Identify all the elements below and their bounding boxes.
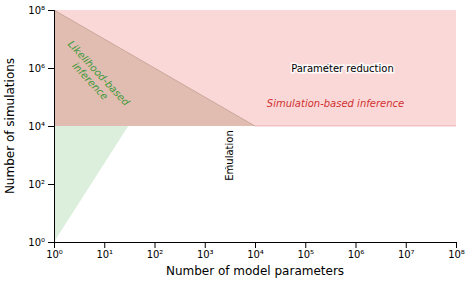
axis-line — [55, 243, 457, 249]
marks — [54, 10, 456, 242]
axis-line — [48, 11, 55, 243]
tick-mark — [48, 68, 54, 69]
tick: 10⁵ — [297, 242, 314, 260]
tick-mark — [48, 184, 54, 185]
tick: 10⁰ — [28, 237, 54, 248]
tick: 10¹ — [96, 242, 113, 260]
tick: 10⁸ — [448, 242, 465, 260]
tick-label: 10⁴ — [28, 121, 45, 132]
tick: 10⁰ — [46, 242, 63, 260]
annotation-line: Emulation — [223, 130, 234, 180]
tick-label: 10⁶ — [28, 63, 45, 74]
tick: 10⁶ — [28, 63, 54, 74]
tick-label: 10⁶ — [348, 249, 365, 260]
annotation-line: Parameter reduction — [291, 63, 394, 74]
annotation: Emulation — [223, 130, 234, 180]
tick-mark — [406, 242, 407, 248]
tick-mark — [255, 242, 256, 248]
annotation-line: Simulation-based inference — [267, 98, 404, 109]
boundary-line — [255, 126, 456, 127]
tick-mark — [48, 126, 54, 127]
y-axis-title: Number of simulations — [3, 58, 17, 194]
annotation: Simulation-based inference — [267, 98, 404, 109]
tick-label: 10² — [147, 249, 164, 260]
tick-mark — [48, 242, 54, 243]
tick: 10⁶ — [348, 242, 365, 260]
x-axis-title: Number of model parameters — [166, 264, 344, 278]
annotation-line: Likelihood-based — [66, 38, 132, 108]
tick: 10⁴ — [28, 121, 54, 132]
region — [54, 10, 456, 126]
tick: 10⁸ — [28, 5, 54, 16]
tick-mark — [155, 242, 156, 248]
tick: 10⁷ — [398, 242, 415, 260]
region — [54, 126, 128, 242]
annotation: Likelihood-basedinference — [58, 38, 133, 116]
tick: 10² — [28, 179, 54, 190]
annotations: Likelihood-basedinference Simulation-base… — [58, 38, 404, 181]
tick-label: 10⁵ — [297, 249, 314, 260]
tick: 10³ — [197, 242, 214, 260]
tick-label: 10⁰ — [46, 249, 63, 260]
tick-mark — [356, 242, 357, 248]
plot: 10⁰10¹10²10³10⁴10⁵10⁶10⁷10⁸10⁰10²10⁴10⁶1… — [3, 5, 465, 278]
tick-label: 10⁴ — [247, 249, 264, 260]
chart: 10⁰10¹10²10³10⁴10⁵10⁶10⁷10⁸10⁰10²10⁴10⁶1… — [0, 0, 474, 282]
y-axis: 10⁰ 10² 10⁴ 10⁶ 10⁸ — [28, 5, 54, 248]
tick-label: 10⁰ — [28, 237, 45, 248]
x-axis: 10⁰ 10¹ 10² 10³ 10⁴ 10⁵ 10⁶ 10⁷ 10⁸ — [46, 242, 465, 260]
tick-label: 10⁸ — [448, 249, 465, 260]
boundary-line — [54, 10, 255, 126]
annotation: Parameter reduction — [291, 63, 394, 74]
tick-mark — [456, 242, 457, 248]
region — [54, 10, 255, 126]
tick-mark — [48, 10, 54, 11]
tick-label: 10⁷ — [398, 249, 415, 260]
tick-mark — [205, 242, 206, 248]
tick: 10² — [147, 242, 164, 260]
tick-label: 10¹ — [96, 249, 113, 260]
tick: 10⁴ — [247, 242, 264, 260]
tick-label: 10³ — [197, 249, 214, 260]
tick-mark — [305, 242, 306, 248]
tick-mark — [104, 242, 105, 248]
annotation-line: inference — [71, 60, 111, 102]
tick-label: 10² — [28, 179, 45, 190]
tick-label: 10⁸ — [28, 5, 45, 16]
